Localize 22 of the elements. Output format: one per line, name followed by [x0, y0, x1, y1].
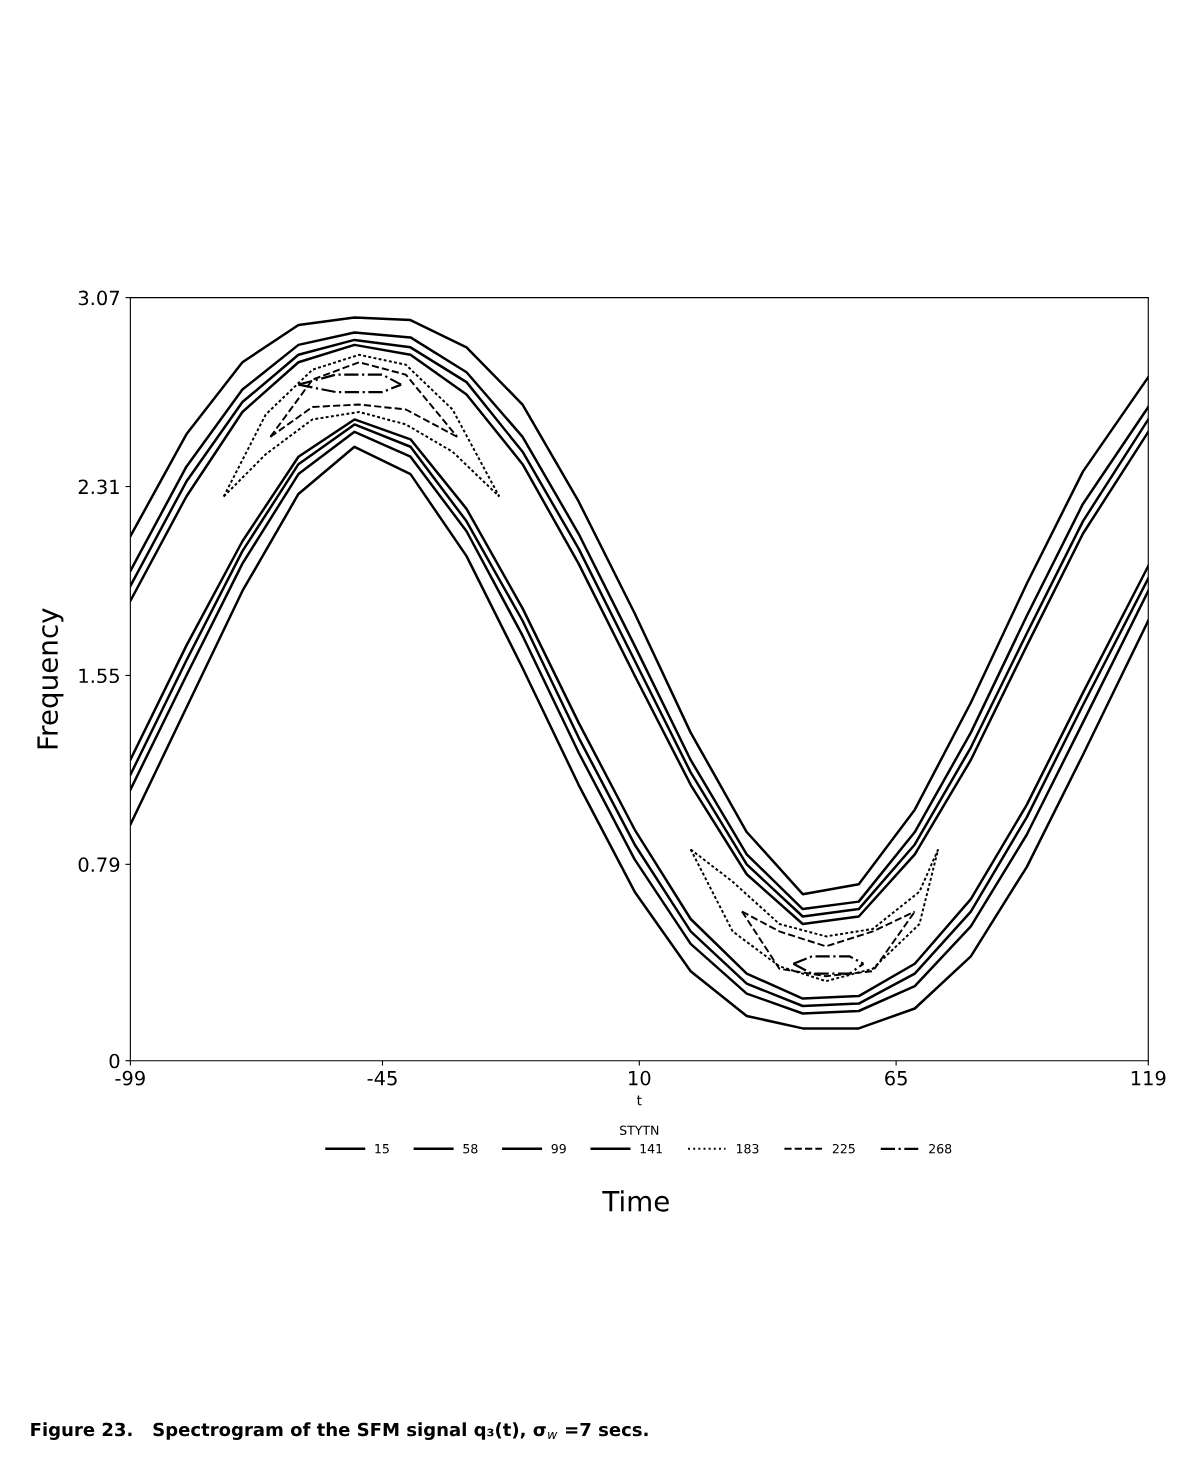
x-tick-label: 65 [885, 1070, 907, 1086]
y-tick-label: 0 [109, 1053, 120, 1069]
legend-label: 225 [832, 1143, 855, 1154]
text: Time [602, 1190, 669, 1212]
legend-label: 58 [463, 1143, 478, 1154]
y-tick-label: 0.79 [78, 857, 120, 872]
legend-label: 141 [640, 1144, 662, 1154]
legend-label: 15 [375, 1144, 389, 1154]
legend-label: 183 [736, 1143, 759, 1154]
x-tick-label: -45 [367, 1071, 397, 1086]
legend-title: STYTN [620, 1125, 659, 1136]
legend-label: 99 [551, 1143, 566, 1154]
y-axis-title: Frequency [37, 608, 64, 749]
legend-label: 268 [929, 1143, 952, 1154]
x-axis-title: t [636, 1095, 642, 1106]
caption: Figure 23. Spectrogram of the SFM signal q₃(t), σ$_{w}$ =7 secs. [31, 1422, 648, 1440]
x-tick-label: -99 [115, 1070, 145, 1086]
y-tick-label: 3.07 [78, 290, 119, 306]
x-tick-label: 119 [1131, 1070, 1166, 1086]
x-tick-label: 10 [629, 1070, 651, 1086]
y-tick-label: 1.55 [79, 668, 119, 684]
y-tick-label: 2.31 [78, 479, 119, 495]
